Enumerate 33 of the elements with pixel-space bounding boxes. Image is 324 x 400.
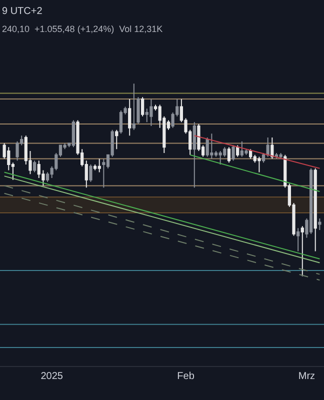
candlestick (249, 148, 252, 160)
candlestick (33, 160, 36, 173)
candlestick (206, 137, 209, 158)
candlestick (141, 96, 144, 117)
candlestick (279, 152, 282, 160)
candlestick (98, 158, 101, 173)
candlestick (102, 158, 106, 188)
text: 240,10 +1.055,48 (+1,24%) Vol 12,31K (2, 24, 163, 34)
candlestick (115, 129, 118, 150)
candlestick (318, 218, 322, 231)
candlestick (309, 168, 313, 234)
candlestick (119, 110, 123, 134)
candlestick (270, 137, 274, 160)
x-tick-label: Mrz (298, 371, 316, 382)
candlestick (227, 146, 231, 164)
candlestick (89, 164, 92, 182)
candlestick (192, 122, 196, 188)
candlestick (314, 168, 317, 252)
candlestick (236, 144, 240, 158)
candlestick (150, 98, 153, 126)
x-tick-label: Feb (177, 371, 195, 382)
text: 9 UTC+2 (2, 6, 43, 17)
x-tick-label: 2025 (40, 371, 64, 382)
candlestick (210, 133, 214, 160)
candlestick (218, 150, 222, 165)
candlestick (296, 228, 300, 252)
candlestick (300, 226, 304, 277)
candlestick (232, 144, 235, 162)
candlestick (136, 96, 140, 125)
candlestick (72, 120, 75, 148)
candlestick (128, 98, 132, 136)
candlestick (258, 156, 261, 173)
candlestick (132, 83, 136, 130)
